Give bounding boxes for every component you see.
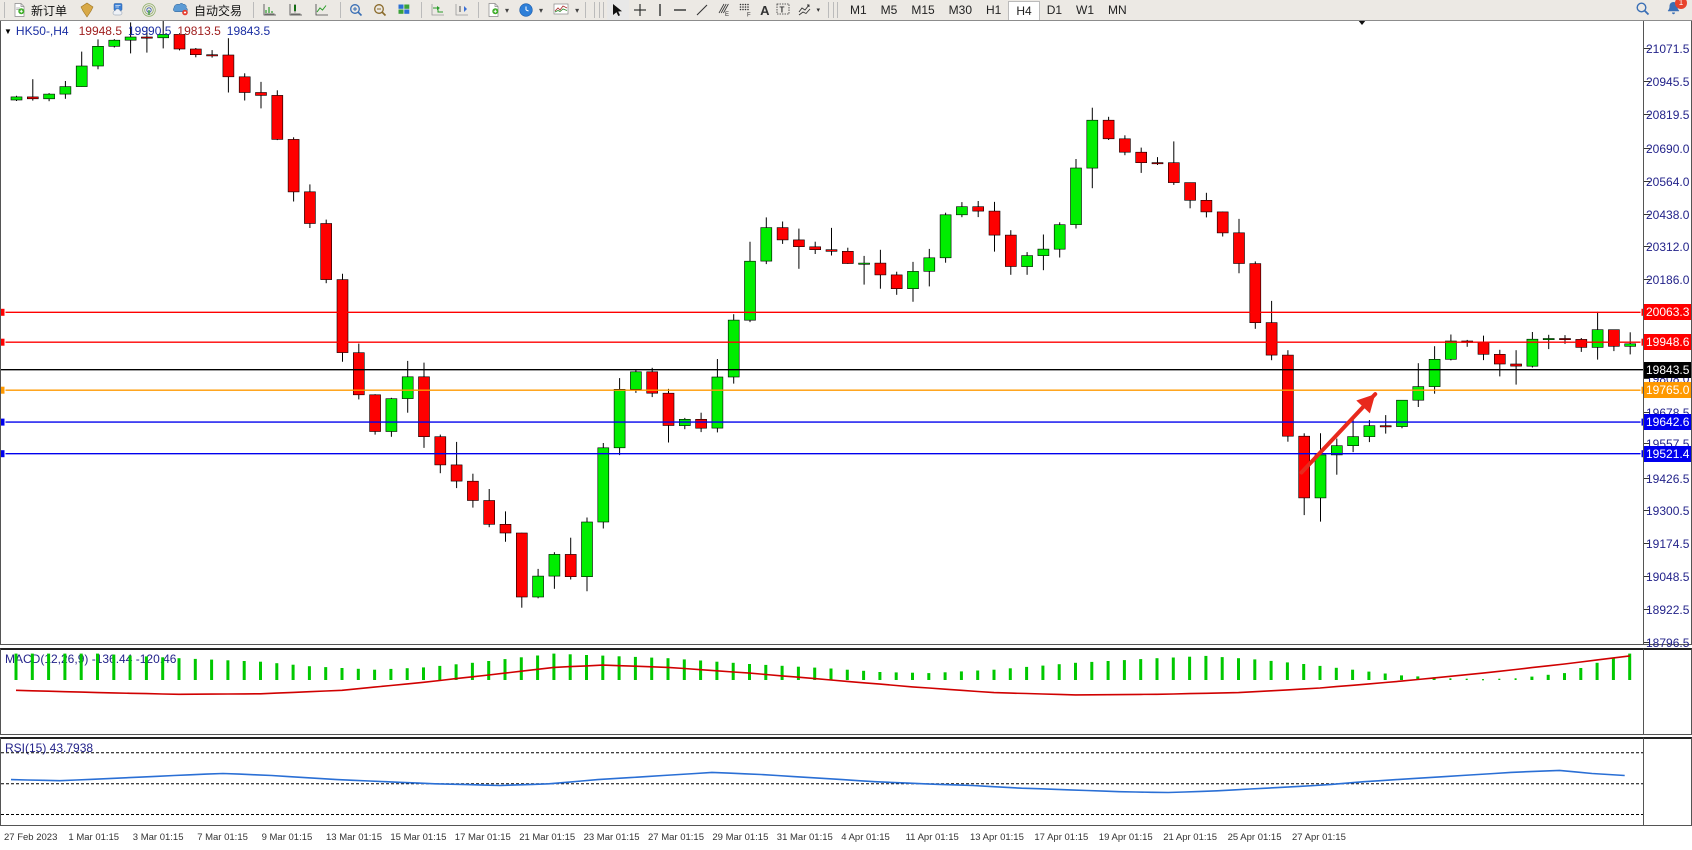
svg-text:E: E	[725, 12, 729, 18]
svg-text:T: T	[780, 6, 785, 15]
svg-text:F: F	[747, 13, 751, 19]
